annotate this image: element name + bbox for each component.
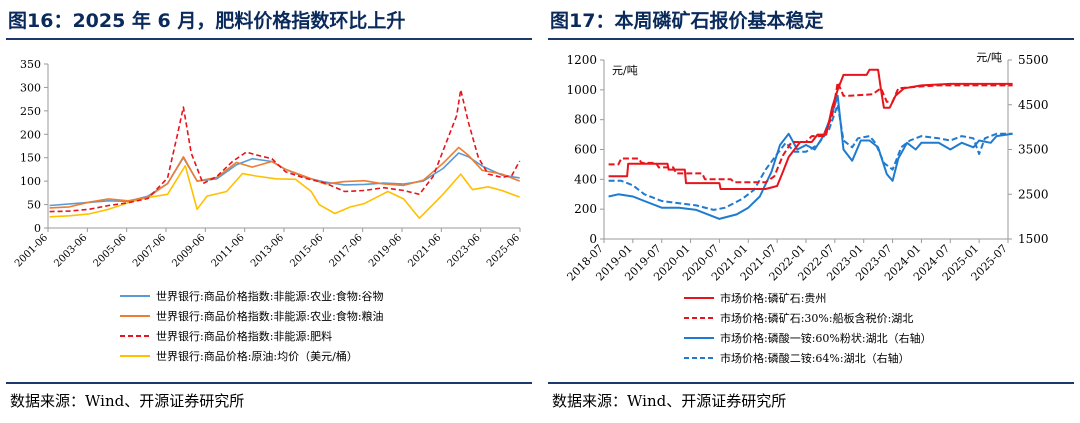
x-tick-label: 2021-06 — [406, 232, 443, 269]
y-tick-label: 50 — [27, 199, 41, 212]
left-y-tick-label: 1200 — [566, 53, 597, 67]
x-tick-label: 2025-06 — [485, 232, 522, 269]
y-tick-label: 100 — [20, 175, 41, 188]
legend-label: 市场价格:磷酸一铵:60%粉状:湖北（右轴） — [720, 331, 932, 345]
title-rule — [548, 38, 1074, 40]
left-y-tick-label: 800 — [574, 113, 597, 127]
legend-label: 世界银行:商品价格指数:非能源:肥料 — [156, 329, 332, 343]
figure-16-title: 图16：2025 年 6 月，肥料价格指数环比上升 — [8, 10, 406, 32]
map-price-line — [608, 94, 1013, 220]
x-tick-label: 2007-06 — [131, 232, 168, 269]
x-tick-label: 2015-06 — [288, 232, 325, 269]
figure-16-source: 数据来源：Wind、开源证券研究所 — [10, 392, 245, 410]
legend-label: 世界银行:商品价格:原油:均价（美元/桶） — [156, 349, 358, 363]
crude-oil-price-line — [49, 164, 520, 219]
fertilizer-index-chart: 0 50 100 150 200 250 300 350 2001-06 2003-06 2005-… — [13, 58, 522, 363]
right-y-tick-label: 2500 — [1018, 187, 1049, 201]
right-y-tick-label: 1500 — [1018, 232, 1049, 246]
right-y-tick-label: 4500 — [1018, 98, 1049, 112]
x-tick-label: 2009-06 — [170, 232, 207, 269]
figure-16-panel: 图16：2025 年 6 月，肥料价格指数环比上升 0 50 100 150 200 25… — [0, 0, 538, 423]
dap-price-line — [608, 103, 1013, 211]
phosphate-price-chart: 0 200 400 600 800 1000 1200 1500 2500 3500 4500 550… — [565, 51, 1049, 365]
title-rule — [6, 38, 532, 40]
y-tick-label: 300 — [20, 81, 41, 94]
y-tick-label: 250 — [20, 105, 41, 118]
y-tick-label: 200 — [20, 128, 41, 141]
fertilizer-price-index-line — [49, 89, 521, 213]
guizhou-phosphate-rock-line — [608, 68, 1013, 190]
x-tick-label: 2001-06 — [13, 232, 50, 269]
y-tick-label: 150 — [20, 152, 41, 165]
y-tick-label: 0 — [34, 222, 41, 235]
figure-17-title: 图17：本周磷矿石报价基本稳定 — [550, 10, 824, 32]
right-y-axis-unit: 元/吨 — [976, 51, 1002, 64]
legend-label: 市场价格:磷矿石:贵州 — [720, 291, 826, 305]
figure-17-panel: 图17：本周磷矿石报价基本稳定 0 200 400 600 800 1000 1200 150… — [542, 0, 1080, 423]
legend-label: 市场价格:磷矿石:30%:船板含税价:湖北 — [720, 311, 913, 325]
left-y-axis-unit: 元/吨 — [612, 64, 638, 77]
x-tick-label: 2011-06 — [210, 232, 247, 269]
source-rule — [6, 382, 532, 384]
left-y-tick-label: 1000 — [566, 83, 597, 97]
right-y-tick-label: 5500 — [1018, 53, 1049, 67]
y-tick-label: 350 — [20, 58, 41, 71]
left-y-tick-label: 0 — [589, 232, 597, 246]
right-y-tick-label: 3500 — [1018, 143, 1049, 157]
legend-label: 世界银行:商品价格指数:非能源:农业:食物:谷物 — [156, 289, 384, 303]
x-tick-label: 2017-06 — [328, 232, 365, 269]
legend-label: 世界银行:商品价格指数:非能源:农业:食物:粮油 — [156, 309, 384, 323]
x-tick-label: 2003-06 — [52, 232, 89, 269]
oils-price-index-line — [49, 146, 520, 209]
hubei-phosphate-rock-line — [608, 81, 1013, 184]
legend-label: 市场价格:磷酸二铵:64%:湖北（右轴） — [720, 351, 910, 365]
source-rule — [548, 382, 1074, 384]
left-y-tick-label: 400 — [574, 172, 597, 186]
x-tick-label: 2005-06 — [92, 232, 129, 269]
figure-17-source: 数据来源：Wind、开源证券研究所 — [552, 392, 787, 410]
x-tick-label: 2013-06 — [249, 232, 286, 269]
left-y-tick-label: 200 — [574, 202, 597, 216]
left-y-tick-label: 600 — [574, 143, 597, 157]
x-tick-label: 2023-06 — [446, 232, 483, 269]
x-tick-label: 2019-06 — [367, 232, 404, 269]
